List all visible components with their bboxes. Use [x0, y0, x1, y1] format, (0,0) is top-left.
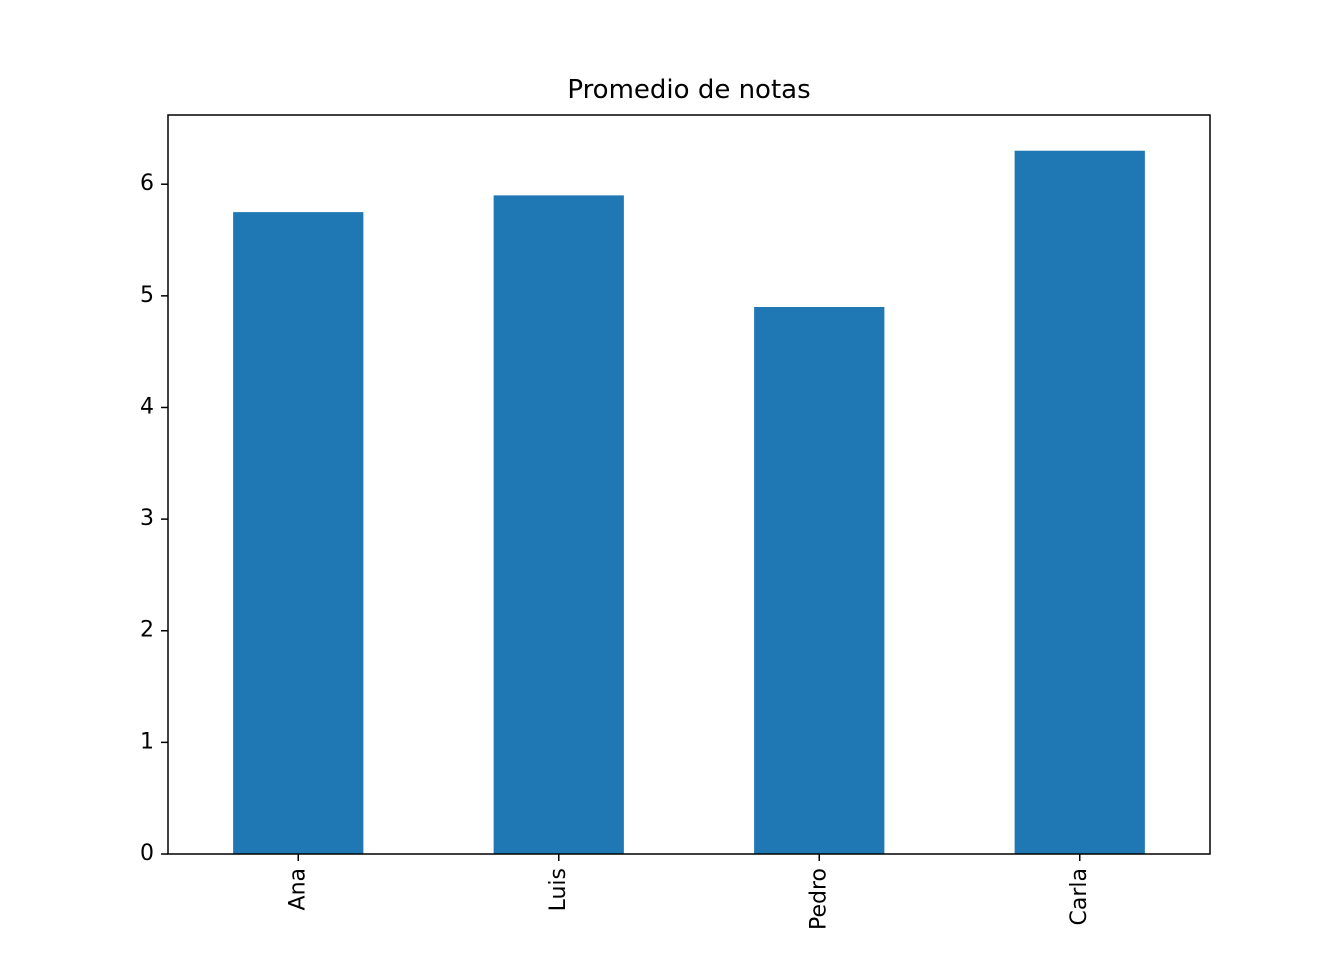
y-tick-label: 5 — [140, 283, 154, 308]
bar — [754, 307, 885, 854]
plot-frame — [167, 114, 1211, 855]
y-tick-label: 1 — [140, 729, 154, 754]
y-tick-label: 6 — [140, 171, 154, 196]
y-tick-label: 3 — [140, 506, 154, 531]
x-tick-label: Carla — [1067, 868, 1092, 925]
x-tick-label: Ana — [285, 868, 310, 910]
y-tick-label: 2 — [140, 618, 154, 643]
x-tick-label: Pedro — [806, 868, 831, 930]
chart-title: Promedio de notas — [567, 75, 810, 105]
bar — [1014, 150, 1145, 855]
x-tick-label: Luis — [546, 868, 571, 911]
y-tick-label: 4 — [140, 394, 154, 419]
y-tick-label: 0 — [140, 841, 154, 866]
bar — [233, 212, 364, 855]
bar — [493, 195, 624, 854]
